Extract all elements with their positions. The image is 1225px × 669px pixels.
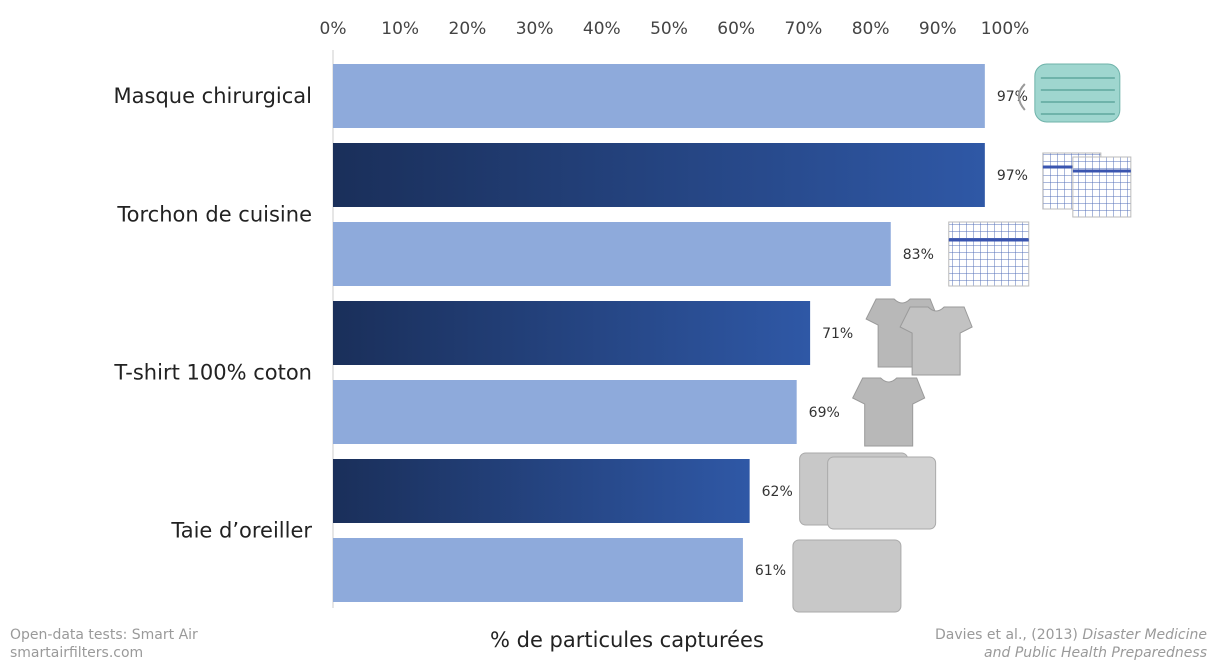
citation-line1: Davies et al., (2013) Disaster Medicine <box>935 626 1207 644</box>
bars: 97% 97% 83% 71% 69% 62% 61% <box>333 64 1028 602</box>
tea-towel-double-image <box>1042 152 1132 218</box>
surgical-mask-image <box>1017 63 1121 123</box>
bar <box>333 64 985 128</box>
bar-value-label: 97% <box>997 168 1028 184</box>
bar-value-label: 71% <box>822 326 853 342</box>
category-label: T-shirt 100% coton <box>113 361 312 385</box>
category-label: Taie d’oreiller <box>170 519 312 543</box>
category-label: Masque chirurgical <box>114 84 312 108</box>
pillowcase-double-image <box>799 452 937 530</box>
bar-value-label: 69% <box>809 405 840 421</box>
x-tick-label: 90% <box>919 19 957 39</box>
category-label: Torchon de cuisine <box>116 203 312 227</box>
citation-journal-1: Disaster Medicine <box>1082 627 1207 643</box>
source-credit-line2: smartairfilters.com <box>10 645 144 661</box>
bar <box>333 538 743 602</box>
x-tick-label: 80% <box>852 19 890 39</box>
tshirt-double-image <box>865 298 973 376</box>
source-credit-line1: Open-data tests: Smart Air <box>10 627 198 643</box>
x-tick-label: 40% <box>583 19 621 39</box>
bar-value-label: 62% <box>762 484 793 500</box>
x-tick-label: 100% <box>981 19 1030 39</box>
x-tick-label: 60% <box>717 19 755 39</box>
tea-towel-image <box>948 221 1030 287</box>
citation-journal-2: and Public Health Preparedness <box>984 645 1207 661</box>
item-illustrations <box>792 63 1132 613</box>
tshirt-image <box>852 377 926 447</box>
source-credit: Open-data tests: Smart Air smartairfilte… <box>10 626 198 662</box>
x-tick-label: 20% <box>449 19 487 39</box>
x-tick-label: 30% <box>516 19 554 39</box>
x-tick-label: 0% <box>320 19 347 39</box>
citation-line2: and Public Health Preparedness <box>935 644 1207 662</box>
bar-value-label: 83% <box>903 247 934 263</box>
x-axis-ticks: 0% 10% 20% 30% 40% 50% 60% 70% 80% 90% 100% <box>320 19 1030 39</box>
citation: Davies et al., (2013) Disaster Medicine … <box>935 626 1207 662</box>
bar-value-label: 97% <box>997 89 1028 105</box>
category-labels: Masque chirurgical Torchon de cuisine T-sh… <box>113 84 312 543</box>
bar-value-label: 61% <box>755 563 786 579</box>
bar <box>333 380 797 444</box>
x-tick-label: 10% <box>381 19 419 39</box>
citation-authors: Davies et al., (2013) <box>935 627 1078 643</box>
x-tick-label: 70% <box>785 19 823 39</box>
pillowcase-image <box>792 539 902 613</box>
bar <box>333 143 985 207</box>
x-tick-label: 50% <box>650 19 688 39</box>
bar <box>333 301 811 365</box>
x-axis-label: % de particules capturées <box>490 628 764 652</box>
bar <box>333 222 891 286</box>
bar <box>333 459 750 523</box>
